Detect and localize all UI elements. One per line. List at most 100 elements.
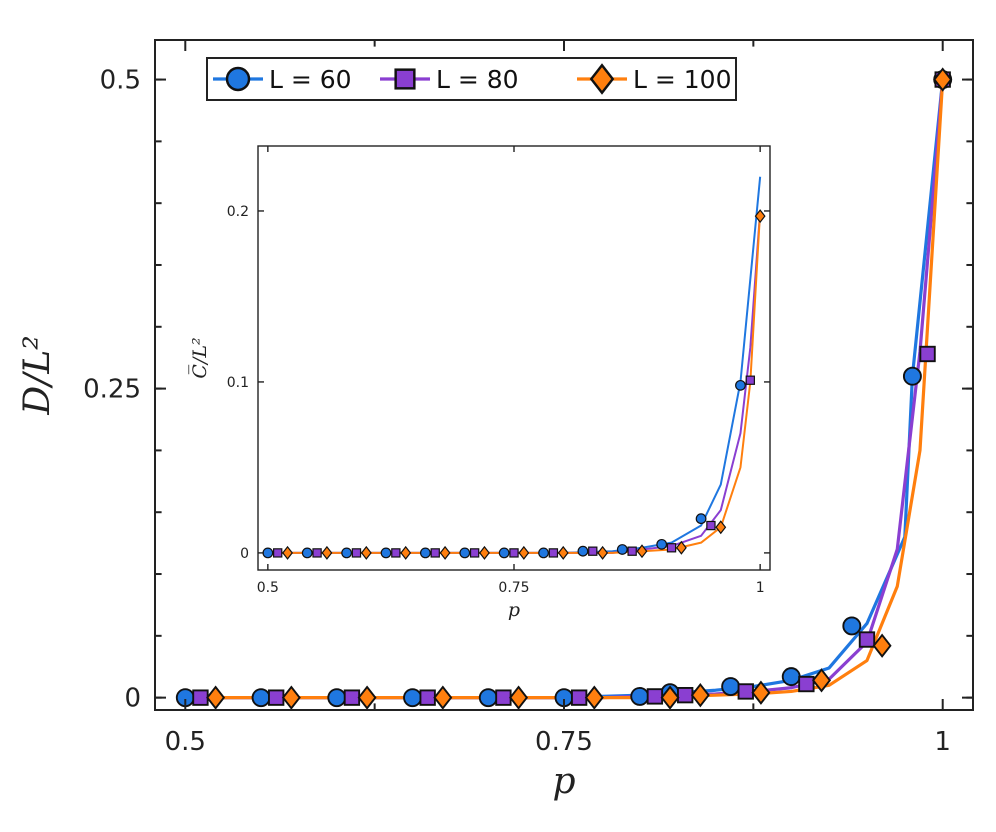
legend-entry-0-label: L = 60 [269,65,352,94]
inset-ytick-label: 0 [240,546,249,562]
main-series-1-marker [919,345,936,363]
legend-entry-2-label: L = 100 [633,65,732,94]
legend-entry-0-marker [225,66,251,92]
inset-series-1-marker [351,548,362,558]
inset-series-0-marker [735,379,746,391]
inset-series-0-marker [695,513,707,525]
inset-markers [262,209,766,560]
inset-y-axis-label: C̅/L² [189,337,211,378]
main-ytick-label: 0.5 [100,66,141,96]
legend-entry-2-marker [589,63,615,95]
main-series-2-marker [690,683,710,708]
inset-series-2-marker [675,540,687,555]
main-series-0-marker [902,366,922,386]
inset-ytick-label: 0.1 [227,375,249,391]
inset-xtick-label: 0.5 [257,580,279,596]
inset-series-0-marker [380,547,392,559]
main-series-2-marker [660,685,680,710]
inset-series-1-marker [627,546,637,556]
inset-series-1-marker [548,548,559,558]
main-markers [175,67,953,710]
inset-series-1-marker [706,520,716,531]
main-xtick-label: 0.5 [165,727,206,757]
main-series-1-marker [268,689,285,706]
inset-x-axis-label: p [508,599,520,621]
inset-series-2-marker [360,545,372,560]
inset-plot-area [258,146,770,570]
main-series-1-marker [192,689,209,706]
inset-series-1-marker [469,548,480,558]
inset-series-0-marker [656,538,668,550]
inset-series-2-marker [321,545,333,560]
inset-ticks: 0.5 0.75 1 0 0.1 0.2 [227,146,770,596]
inset-series-2-marker [715,520,727,535]
inset-series-0-marker [419,547,431,559]
inset-xtick-label: 0.75 [498,580,529,596]
inset-series-1-marker [273,548,283,558]
main-series-0-marker [721,677,741,696]
inset-series-1-marker [666,543,677,553]
main-y-axis-label: D/L² [17,335,58,415]
main-xtick-label: 1 [934,727,951,757]
main-series-2-marker [933,67,953,92]
main-series-2-marker [509,685,529,710]
legend-entry-1-label: L = 80 [436,65,519,94]
inset-series-2-marker [557,545,569,560]
inset-series-2-marker [636,544,648,559]
inset-series-2-marker [282,545,293,560]
inset-series-2-marker [597,545,609,560]
main-ytick-label: 0.25 [83,375,141,405]
inset-series-2-marker [479,545,490,560]
main-series-0-marker [478,688,498,708]
inset-series-0-marker [538,547,549,559]
inset-series-1-marker [391,548,401,558]
main-series-1-marker [419,689,436,706]
legend-box [206,57,737,101]
inset-series-0-marker [301,547,313,559]
main-ticks: 0.5 0.75 1 0 0.25 0.5 [83,40,973,757]
legend: L = 60 L = 80 L = 100 [206,57,737,101]
main-series-2-marker [872,633,892,658]
inset-series-0-marker [577,545,589,557]
main-series-2-marker [206,685,226,710]
main-series-1-marker [798,675,815,693]
inset-series-0-marker [341,547,353,559]
inset-series-0-marker [498,547,510,559]
main-series-1-marker [495,689,512,706]
inset-series-1-marker [745,375,755,385]
main-series-0-marker [251,688,271,708]
main-xtick-label: 0.75 [535,727,593,757]
inset-plot: 0.5 0.75 1 0 0.1 0.2 p C̅/L² [189,145,771,621]
main-series-0-marker [327,688,347,708]
main-ytick-label: 0 [124,684,141,714]
inset-series-1-marker [509,548,519,558]
inset-series-1-marker [588,546,598,556]
inset-series-1-marker [430,548,440,558]
main-series-1-marker [737,683,754,700]
inset-series-2-marker [400,545,412,560]
main-series-1-marker [677,686,694,704]
main-series-0-marker [403,688,422,708]
main-series-0-marker [842,616,862,636]
inset-series-2-marker [518,545,530,560]
main-series-1-marker [343,689,361,706]
inset-series-0-marker [616,544,628,555]
main-series-2-marker [433,685,453,710]
main-series-2-marker [281,685,301,710]
inset-series-2-marker [754,209,766,224]
legend-entry-1-marker [394,68,416,90]
main-series-0-marker [781,667,801,687]
inset-series-0-marker [459,547,471,559]
main-series-2-marker [357,685,377,710]
main-x-axis-label: p [552,761,575,802]
main-series-1-marker [570,689,588,706]
inset-series-0-marker [262,547,274,559]
main-series-0-marker [630,686,650,706]
inset-series-1-marker [312,548,322,558]
main-series-1-marker [646,688,664,705]
main-series-2-marker [812,668,832,693]
inset-ytick-label: 0.2 [227,204,249,220]
main-series-2-marker [751,680,771,705]
inset-series-2-marker [439,545,451,560]
